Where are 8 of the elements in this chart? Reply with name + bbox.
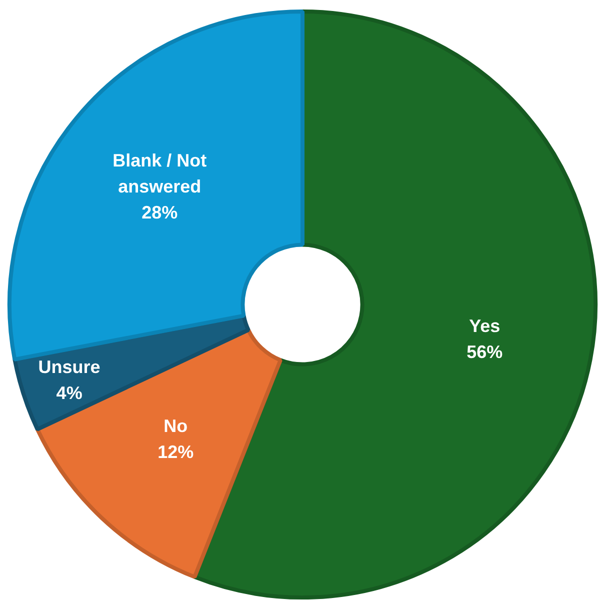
slice-label: Unsure <box>38 357 100 378</box>
data-label: 4% <box>56 383 82 404</box>
slice-label: No <box>164 416 188 436</box>
data-label: 12% <box>158 442 194 462</box>
data-label: 56% <box>466 342 503 362</box>
slice-label: Yes <box>469 316 500 336</box>
data-label: 28% <box>142 202 178 223</box>
slice-label: Blank / Not answered <box>112 150 207 197</box>
